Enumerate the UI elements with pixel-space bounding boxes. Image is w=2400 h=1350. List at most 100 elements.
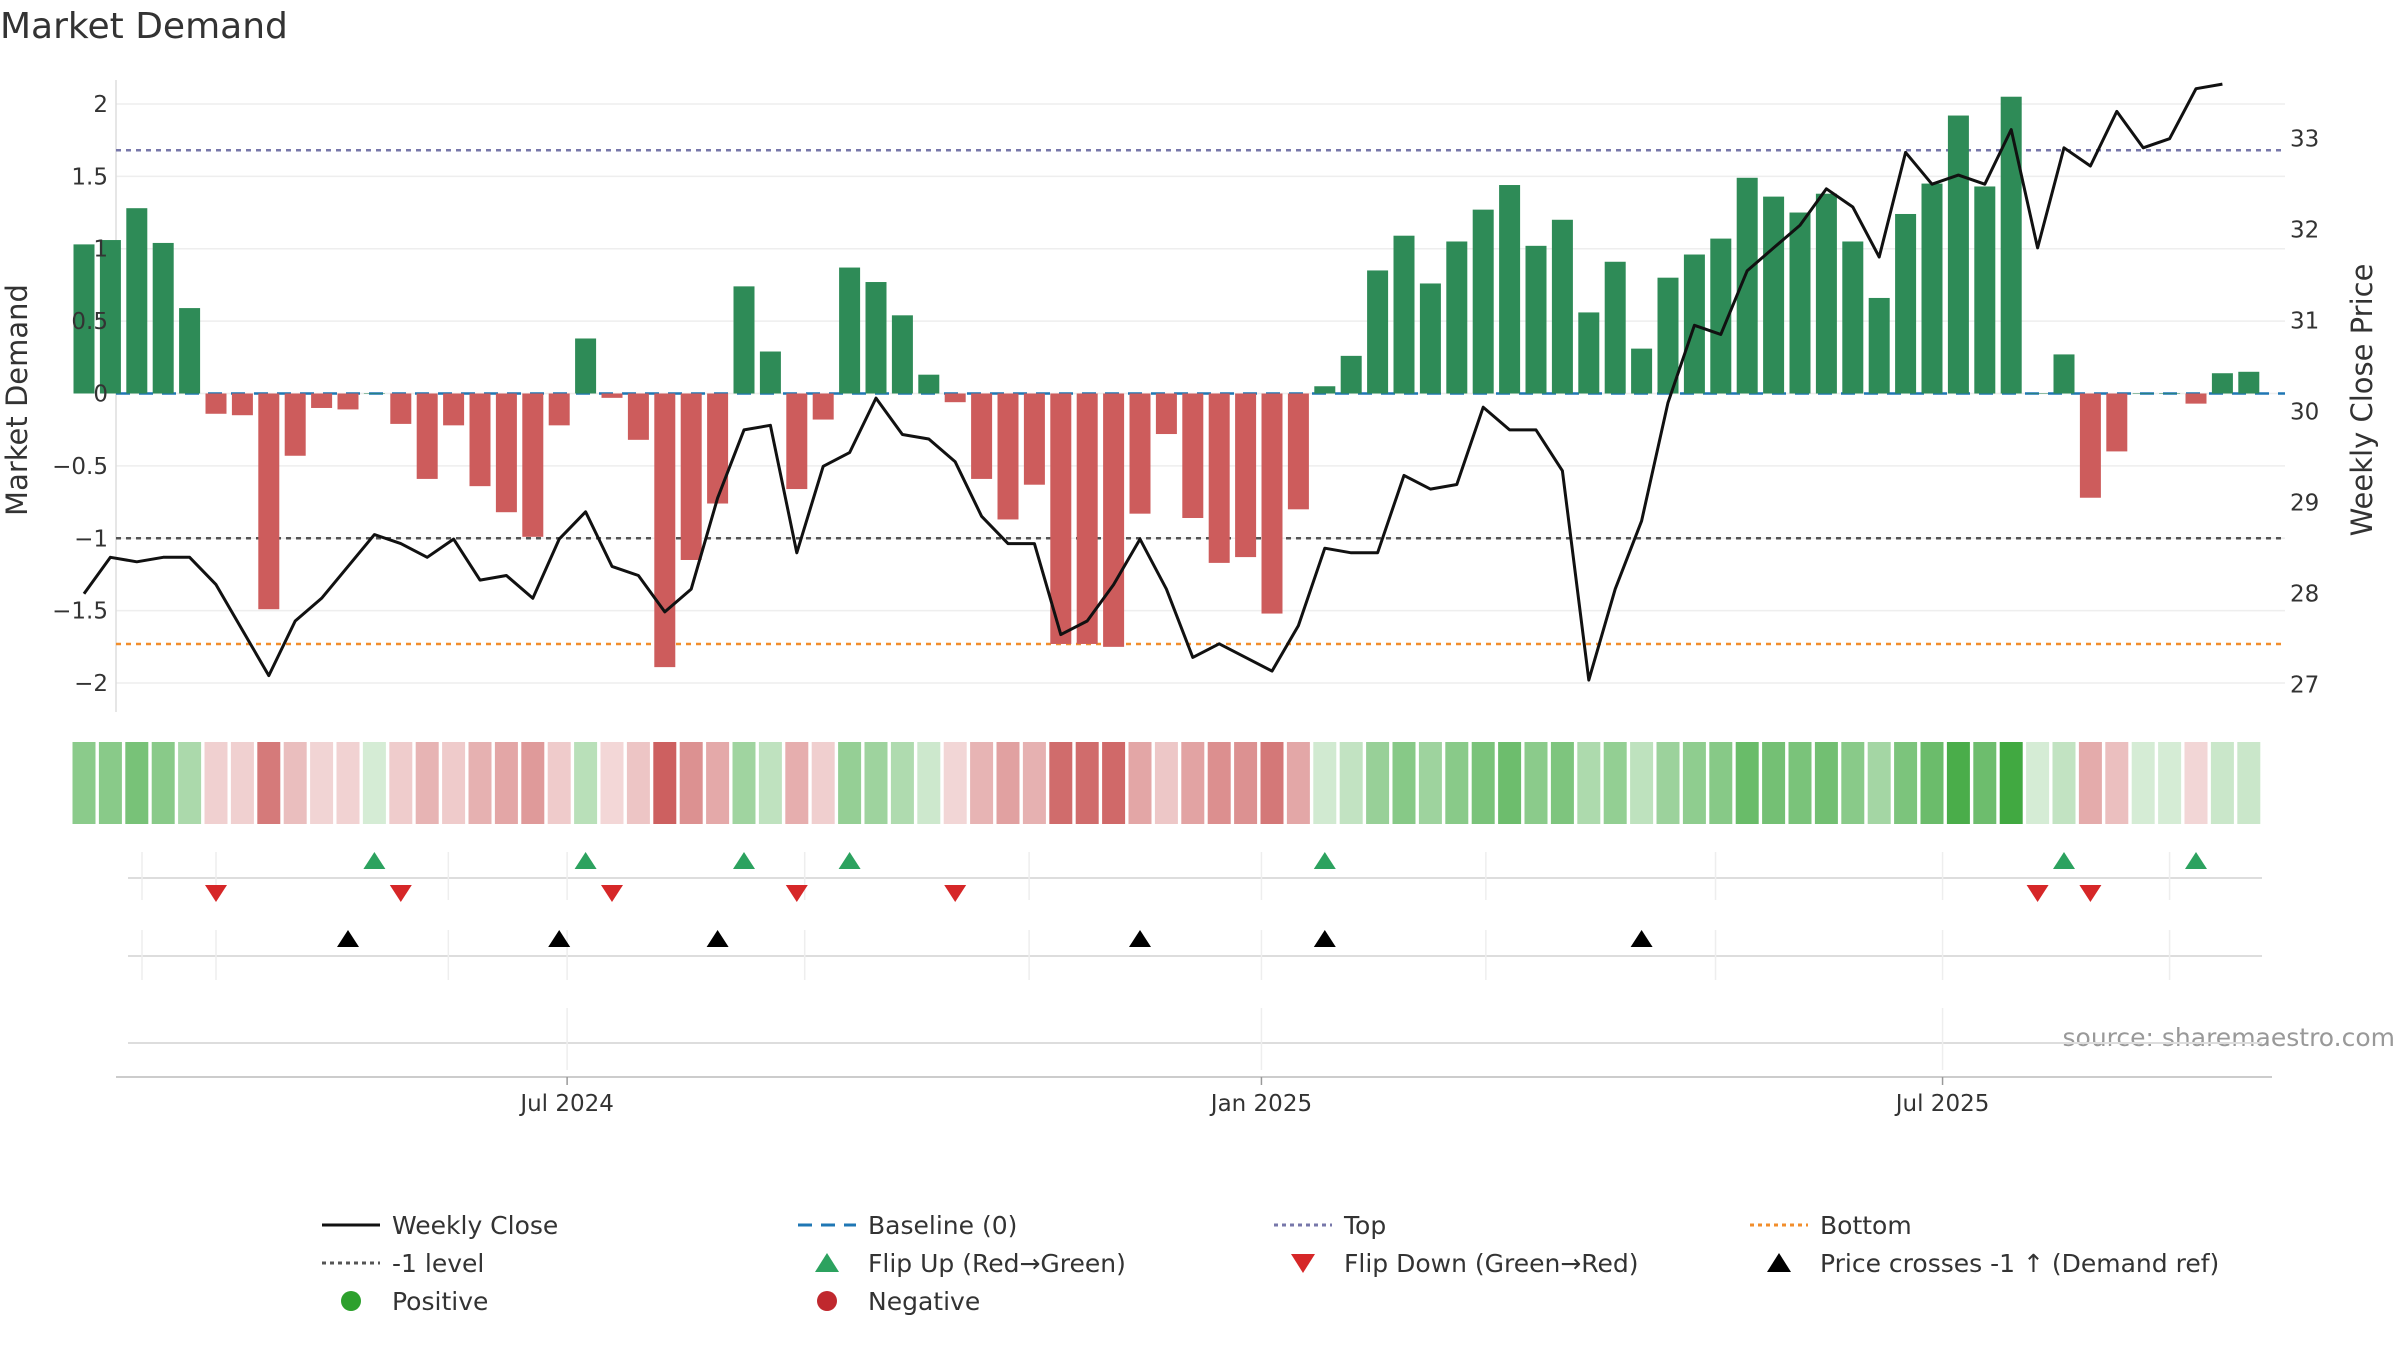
demand-bar <box>2238 371 2260 394</box>
demand-bar <box>997 393 1019 520</box>
heat-cell <box>996 742 1020 824</box>
heat-cell <box>1339 742 1363 824</box>
price-cross-marker <box>1630 930 1653 947</box>
heat-cell <box>2184 742 2208 824</box>
flip-down-marker <box>944 885 967 902</box>
demand-bar <box>495 393 517 513</box>
demand-bar <box>1472 209 1494 394</box>
heat-cell <box>1498 742 1522 824</box>
heat-cell <box>1128 742 1152 824</box>
x-tick-label: Jan 2025 <box>1209 1091 1312 1117</box>
demand-bar <box>1974 186 1996 394</box>
chart-title: Market Demand <box>0 6 288 47</box>
demand-bar <box>1393 235 1415 394</box>
demand-bar <box>733 286 755 394</box>
legend-label-top: Top <box>1343 1211 1386 1240</box>
left-tick-label: −1 <box>74 526 108 552</box>
demand-bar <box>1314 386 1336 394</box>
demand-bar <box>99 240 121 394</box>
heat-cell <box>732 742 756 824</box>
right-tick-label: 31 <box>2290 309 2319 335</box>
demand-bar <box>865 282 887 394</box>
demand-bar <box>205 393 227 414</box>
left-tick-label: 2 <box>93 92 108 118</box>
close-line-layer <box>82 82 2223 682</box>
demand-bar <box>1023 393 1045 485</box>
demand-bar <box>1868 297 1890 394</box>
demand-bar <box>469 393 491 487</box>
demand-bar <box>575 338 597 394</box>
demand-bar <box>1340 355 1362 394</box>
heat-cell <box>2026 742 2050 824</box>
heat-cell <box>679 742 703 824</box>
demand-bar <box>891 315 913 394</box>
demand-bar <box>2079 393 2101 498</box>
legend-label-weekly_close: Weekly Close <box>392 1211 558 1240</box>
heat-cell <box>1049 742 1073 824</box>
demand-bar <box>1578 312 1600 394</box>
flip-down-marker <box>2079 885 2102 902</box>
demand-bar <box>654 393 676 668</box>
heat-cell <box>2052 742 2076 824</box>
price-cross-marker <box>337 930 359 947</box>
left-axis-title: Market Demand <box>0 284 34 516</box>
demand-bar <box>152 242 174 394</box>
heat-cell <box>1814 742 1838 824</box>
heat-cell <box>1550 742 1574 824</box>
legend-label-baseline: Baseline (0) <box>868 1211 1017 1240</box>
flip-up-marker <box>574 852 597 869</box>
heat-cell <box>1207 742 1231 824</box>
heat-cell <box>917 742 941 824</box>
x-tick-label: Jul 2024 <box>518 1091 614 1117</box>
demand-bar <box>2132 393 2154 394</box>
demand-bar <box>1842 241 1864 394</box>
heat-cell <box>1630 742 1654 824</box>
left-tick-label: −2 <box>74 671 108 697</box>
heat-cell <box>1999 742 2023 824</box>
demand-bar <box>416 393 438 479</box>
demand-bar <box>1736 177 1758 394</box>
demand-bar <box>944 393 966 403</box>
demand-bar <box>2027 393 2049 394</box>
right-tick-label: 33 <box>2290 127 2319 153</box>
demand-bar <box>231 393 253 416</box>
demand-bar <box>1551 219 1573 394</box>
heat-cell <box>336 742 360 824</box>
x-tick-label: Jul 2025 <box>1894 1091 1990 1117</box>
demand-bar <box>918 374 940 394</box>
demand-bar <box>1261 393 1283 614</box>
price-cross-marker <box>1313 930 1336 947</box>
heat-cell <box>574 742 598 824</box>
heat-cell <box>1682 742 1706 824</box>
legend-label-negative: Negative <box>868 1287 980 1316</box>
demand-bar <box>1182 393 1204 519</box>
x-axis: Jul 2024 Jan 2025 Jul 2025 <box>116 1076 2272 1117</box>
demand-bar <box>1604 261 1626 394</box>
demand-bar <box>1287 393 1309 510</box>
heat-cell <box>1260 742 1284 824</box>
demand-bar <box>548 393 570 426</box>
demand-bar <box>971 393 993 479</box>
heat-cell <box>1022 742 1046 824</box>
axis-ticks: 2 1.5 1 0.5 0 −0.5 −1 −1.5 −2 33 32 31 30 29 28 27 <box>52 92 2319 699</box>
heat-cell <box>758 742 782 824</box>
flip-down-marker <box>2026 885 2049 902</box>
heat-cell <box>310 742 334 824</box>
demand-bar <box>786 393 808 490</box>
demand-bar <box>1235 393 1257 558</box>
demand-bar <box>759 351 781 394</box>
left-tick-label: 1.5 <box>71 164 108 190</box>
heat-cell <box>1946 742 1970 824</box>
legend-label-flip_down: Flip Down (Green→Red) <box>1344 1249 1639 1278</box>
legend-label-flip_up: Flip Up (Red→Green) <box>868 1249 1126 1278</box>
demand-bar <box>443 393 465 426</box>
heat-cell <box>125 742 149 824</box>
heat-cell <box>811 742 835 824</box>
demand-bar <box>1076 393 1098 644</box>
demand-bars <box>73 96 2260 668</box>
heat-cell <box>1154 742 1178 824</box>
demand-bar <box>1921 183 1943 394</box>
flip-down-marker <box>601 885 623 902</box>
demand-bar <box>2159 393 2181 394</box>
